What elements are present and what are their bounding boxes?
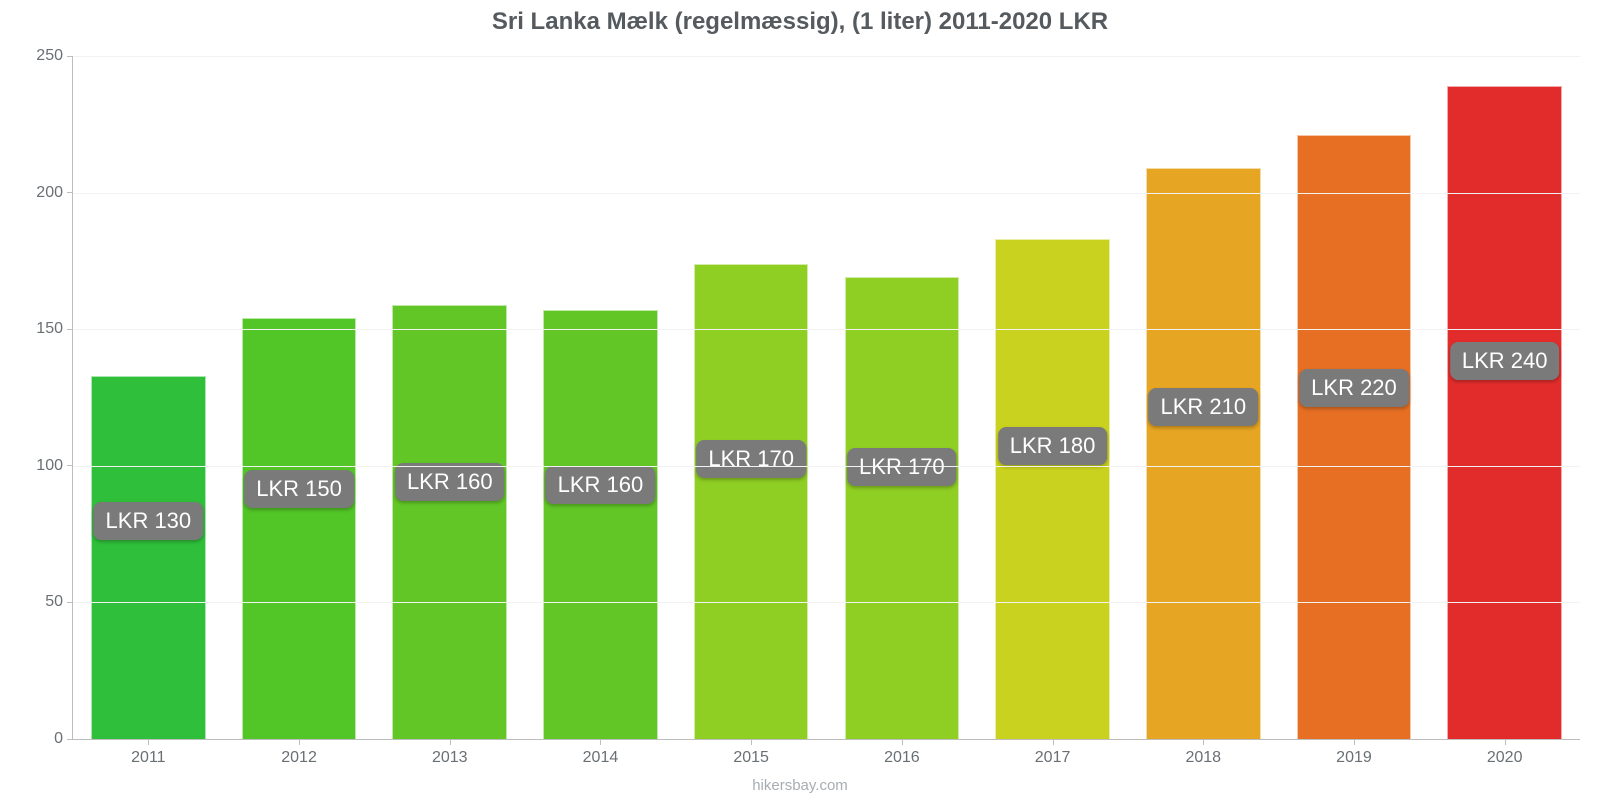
bars-container: LKR 1302011LKR 1502012LKR 1602013LKR 160…: [73, 56, 1580, 739]
bar-slot: LKR 1602013: [374, 56, 525, 739]
bar-slot: LKR 1602014: [525, 56, 676, 739]
gridline: [73, 56, 1580, 57]
bar: LKR 130: [91, 376, 206, 739]
bar-slot: LKR 2202019: [1279, 56, 1430, 739]
value-label: LKR 240: [1450, 342, 1560, 380]
bar: LKR 170: [845, 277, 960, 739]
bar-slot: LKR 1702016: [827, 56, 978, 739]
chart-title: Sri Lanka Mælk (regelmæssig), (1 liter) …: [0, 8, 1600, 36]
xtick-label: 2015: [733, 739, 769, 767]
value-label: LKR 130: [94, 502, 204, 540]
xtick-label: 2017: [1035, 739, 1071, 767]
xtick-label: 2020: [1487, 739, 1523, 767]
bar-slot: LKR 1302011: [73, 56, 224, 739]
gridline: [73, 193, 1580, 194]
xtick-label: 2019: [1336, 739, 1372, 767]
plot-area: LKR 1302011LKR 1502012LKR 1602013LKR 160…: [72, 56, 1580, 740]
bar: LKR 210: [1146, 168, 1261, 739]
bar: LKR 150: [242, 318, 357, 739]
bar: LKR 240: [1447, 86, 1562, 739]
gridline: [73, 466, 1580, 467]
bar: LKR 160: [392, 305, 507, 739]
bar-slot: LKR 2102018: [1128, 56, 1279, 739]
milk-price-chart: Sri Lanka Mælk (regelmæssig), (1 liter) …: [0, 0, 1600, 800]
gridline: [73, 602, 1580, 603]
bar: LKR 180: [995, 239, 1110, 739]
value-label: LKR 170: [696, 440, 806, 478]
bar-slot: LKR 2402020: [1429, 56, 1580, 739]
ytick-label: 50: [45, 593, 73, 611]
value-label: LKR 160: [395, 463, 505, 501]
value-label: LKR 220: [1299, 369, 1409, 407]
value-label: LKR 210: [1148, 388, 1258, 426]
xtick-label: 2012: [281, 739, 317, 767]
bar-slot: LKR 1802017: [977, 56, 1128, 739]
bar: LKR 160: [543, 310, 658, 739]
xtick-label: 2014: [583, 739, 619, 767]
bar: LKR 170: [694, 264, 809, 739]
gridline: [73, 329, 1580, 330]
xtick-label: 2018: [1185, 739, 1221, 767]
value-label: LKR 150: [244, 470, 354, 508]
ytick-label: 100: [36, 457, 73, 475]
ytick-label: 250: [36, 47, 73, 65]
xtick-label: 2016: [884, 739, 920, 767]
bar-slot: LKR 1502012: [224, 56, 375, 739]
xtick-label: 2013: [432, 739, 468, 767]
value-label: LKR 180: [998, 427, 1108, 465]
xtick-label: 2011: [131, 739, 165, 767]
attribution-text: hikersbay.com: [0, 777, 1600, 794]
bar: LKR 220: [1297, 135, 1412, 739]
ytick-label: 150: [36, 320, 73, 338]
value-label: LKR 160: [546, 466, 656, 504]
ytick-label: 200: [36, 184, 73, 202]
bar-slot: LKR 1702015: [676, 56, 827, 739]
ytick-label: 0: [54, 730, 73, 748]
